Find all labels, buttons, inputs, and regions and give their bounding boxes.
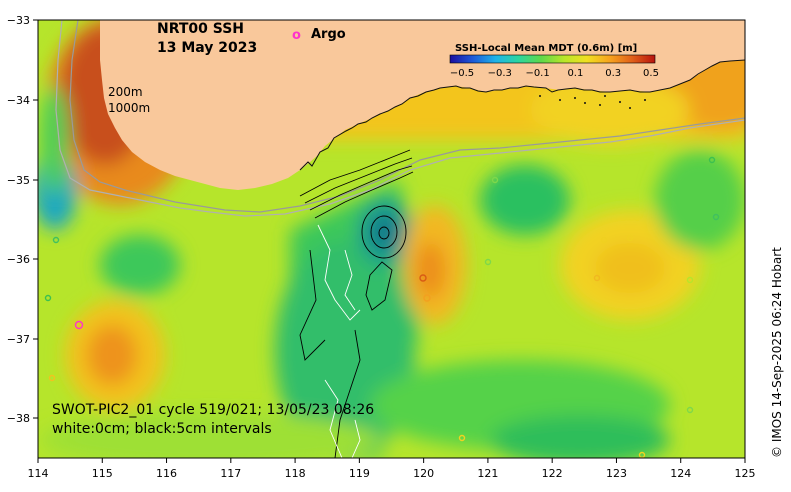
colorbar-title: SSH-Local Mean MDT (0.6m) [m]: [455, 43, 637, 54]
y-tick-label: −35: [7, 174, 30, 187]
y-tick-label: −38: [7, 412, 30, 425]
credit-text: © IMOS 14-Sep-2025 06:24 Hobart: [770, 247, 784, 458]
colorbar: [449, 54, 656, 64]
isobath-1000m: [55, 20, 745, 217]
x-tick-label: 118: [285, 467, 306, 480]
plot-frame: [37, 19, 746, 459]
coastal-islands: [539, 95, 646, 109]
x-axis: 114 115 116 117 118 119 120 121 122 123 124 125: [28, 458, 756, 480]
argo-legend-label: Argo: [311, 27, 346, 42]
colorbar-tick-label: 0.3: [605, 68, 621, 79]
x-tick-label: 116: [156, 467, 177, 480]
colorbar-tick-label: 0.1: [567, 68, 583, 79]
coastline: [299, 59, 745, 171]
x-tick-label: 120: [413, 467, 434, 480]
contours-0cm: [317, 224, 361, 458]
contours-5cm: [299, 149, 414, 458]
x-tick-label: 119: [349, 467, 370, 480]
colorbar-ticks: −0.5 −0.3 −0.1 0.1 0.3 0.5: [450, 68, 659, 79]
map-title-line2: 13 May 2023: [157, 40, 257, 56]
argo-floats: [44, 156, 739, 458]
x-tick-label: 121: [477, 467, 498, 480]
x-tick-label: 114: [28, 467, 49, 480]
x-tick-label: 123: [606, 467, 627, 480]
ssh-field-blobs: [38, 20, 745, 458]
y-tick-label: −37: [7, 333, 30, 346]
map-title-line1: NRT00 SSH: [157, 21, 244, 37]
plot-area: [38, 20, 745, 458]
y-tick-label: −36: [7, 253, 30, 266]
x-tick-label: 124: [670, 467, 691, 480]
footer-line1: SWOT-PIC2_01 cycle 519/021; 13/05/23 08:…: [52, 402, 374, 418]
depth-label-200m: 200m: [108, 85, 143, 99]
colorbar-tick-label: −0.1: [525, 68, 549, 79]
depth-label-1000m: 1000m: [108, 101, 150, 115]
footer-line2: white:0cm; black:5cm intervals: [52, 421, 272, 437]
y-axis: −33 −34 −35 −36 −37 −38: [7, 14, 38, 425]
colorbar-tick-label: −0.3: [488, 68, 512, 79]
y-tick-label: −33: [7, 14, 30, 27]
isobath-200m: [69, 20, 745, 213]
y-tick-label: −34: [7, 94, 30, 107]
x-tick-label: 117: [220, 467, 241, 480]
x-tick-label: 125: [735, 467, 756, 480]
colorbar-tick-label: 0.5: [643, 68, 659, 79]
x-tick-label: 122: [542, 467, 563, 480]
colorbar-tick-label: −0.5: [450, 68, 474, 79]
x-tick-label: 115: [92, 467, 113, 480]
argo-legend-marker: o: [292, 28, 301, 43]
